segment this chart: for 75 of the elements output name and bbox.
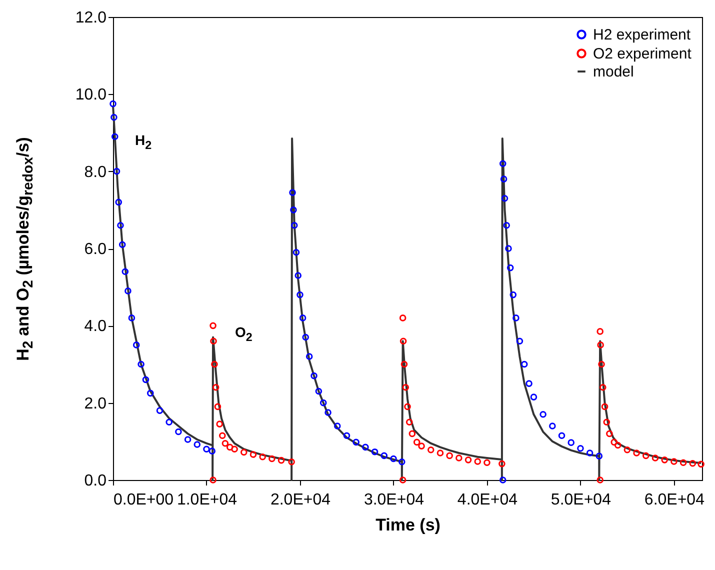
x-tick-label: 0.0E+00 [114, 492, 174, 508]
point [464, 456, 472, 464]
point [400, 338, 407, 344]
point [456, 454, 462, 462]
point [624, 446, 631, 454]
point [210, 476, 216, 484]
point [413, 438, 420, 446]
x-tick-label: 6.0E+04 [644, 492, 705, 508]
point [606, 430, 613, 438]
point [406, 418, 413, 426]
point [222, 440, 229, 447]
point [218, 432, 226, 440]
point [661, 456, 668, 464]
point [474, 458, 482, 465]
point [278, 456, 285, 464]
point [600, 384, 606, 391]
point [680, 459, 687, 466]
x-tick-label: 3.0E+04 [364, 492, 424, 508]
y-tick-label: 6.0 [84, 241, 107, 258]
point [603, 418, 610, 426]
point [596, 476, 604, 484]
point [652, 454, 659, 462]
point [408, 430, 416, 438]
point [400, 360, 408, 368]
point [399, 314, 406, 322]
annotation: O$_{2}$ [235, 324, 252, 344]
point [216, 420, 223, 428]
point [689, 460, 696, 467]
point [596, 328, 604, 335]
point [427, 446, 434, 454]
legend-label: model [593, 64, 634, 80]
point [642, 452, 650, 460]
point [484, 459, 490, 466]
point [288, 458, 295, 466]
point [231, 446, 238, 453]
y-tick-label: 2.0 [84, 395, 107, 412]
point [597, 342, 604, 348]
point [226, 444, 234, 451]
y-tick-label: 10.0 [75, 86, 107, 104]
x-tick-label: 1.0E+04 [176, 492, 238, 508]
point [614, 442, 622, 449]
point [250, 451, 257, 458]
point [436, 450, 444, 456]
y-tick-label: 12.0 [75, 10, 107, 26]
point [670, 458, 678, 465]
legend-label: H2 experiment [593, 26, 692, 44]
point [211, 360, 218, 368]
point [633, 450, 640, 456]
y-tick-label: 4.0 [84, 318, 107, 336]
point [418, 442, 425, 450]
y-tick-label: 8.0 [84, 164, 107, 181]
point [214, 403, 222, 410]
point [601, 403, 608, 410]
point [240, 448, 248, 456]
point [610, 438, 618, 446]
point [598, 360, 605, 368]
y-tick-label: 0.0 [84, 472, 107, 490]
point [210, 338, 217, 344]
annotation: H$_{2}$ [135, 132, 152, 152]
x-tick-label: 2.0E+04 [270, 492, 331, 508]
point [404, 403, 411, 410]
x-tick-label: 5.0E+04 [550, 492, 612, 508]
point [210, 322, 216, 330]
x-tick-label: 4.0E+04 [457, 492, 518, 508]
point [402, 384, 410, 391]
point [498, 460, 506, 468]
point [268, 455, 276, 462]
point [698, 460, 704, 468]
line-series [112, 104, 702, 481]
point [259, 453, 266, 460]
x-axis-title: Time (s) [376, 516, 440, 534]
point [212, 384, 220, 391]
legend-label: O2 experiment [593, 46, 692, 62]
point [446, 452, 453, 460]
point [399, 476, 406, 484]
